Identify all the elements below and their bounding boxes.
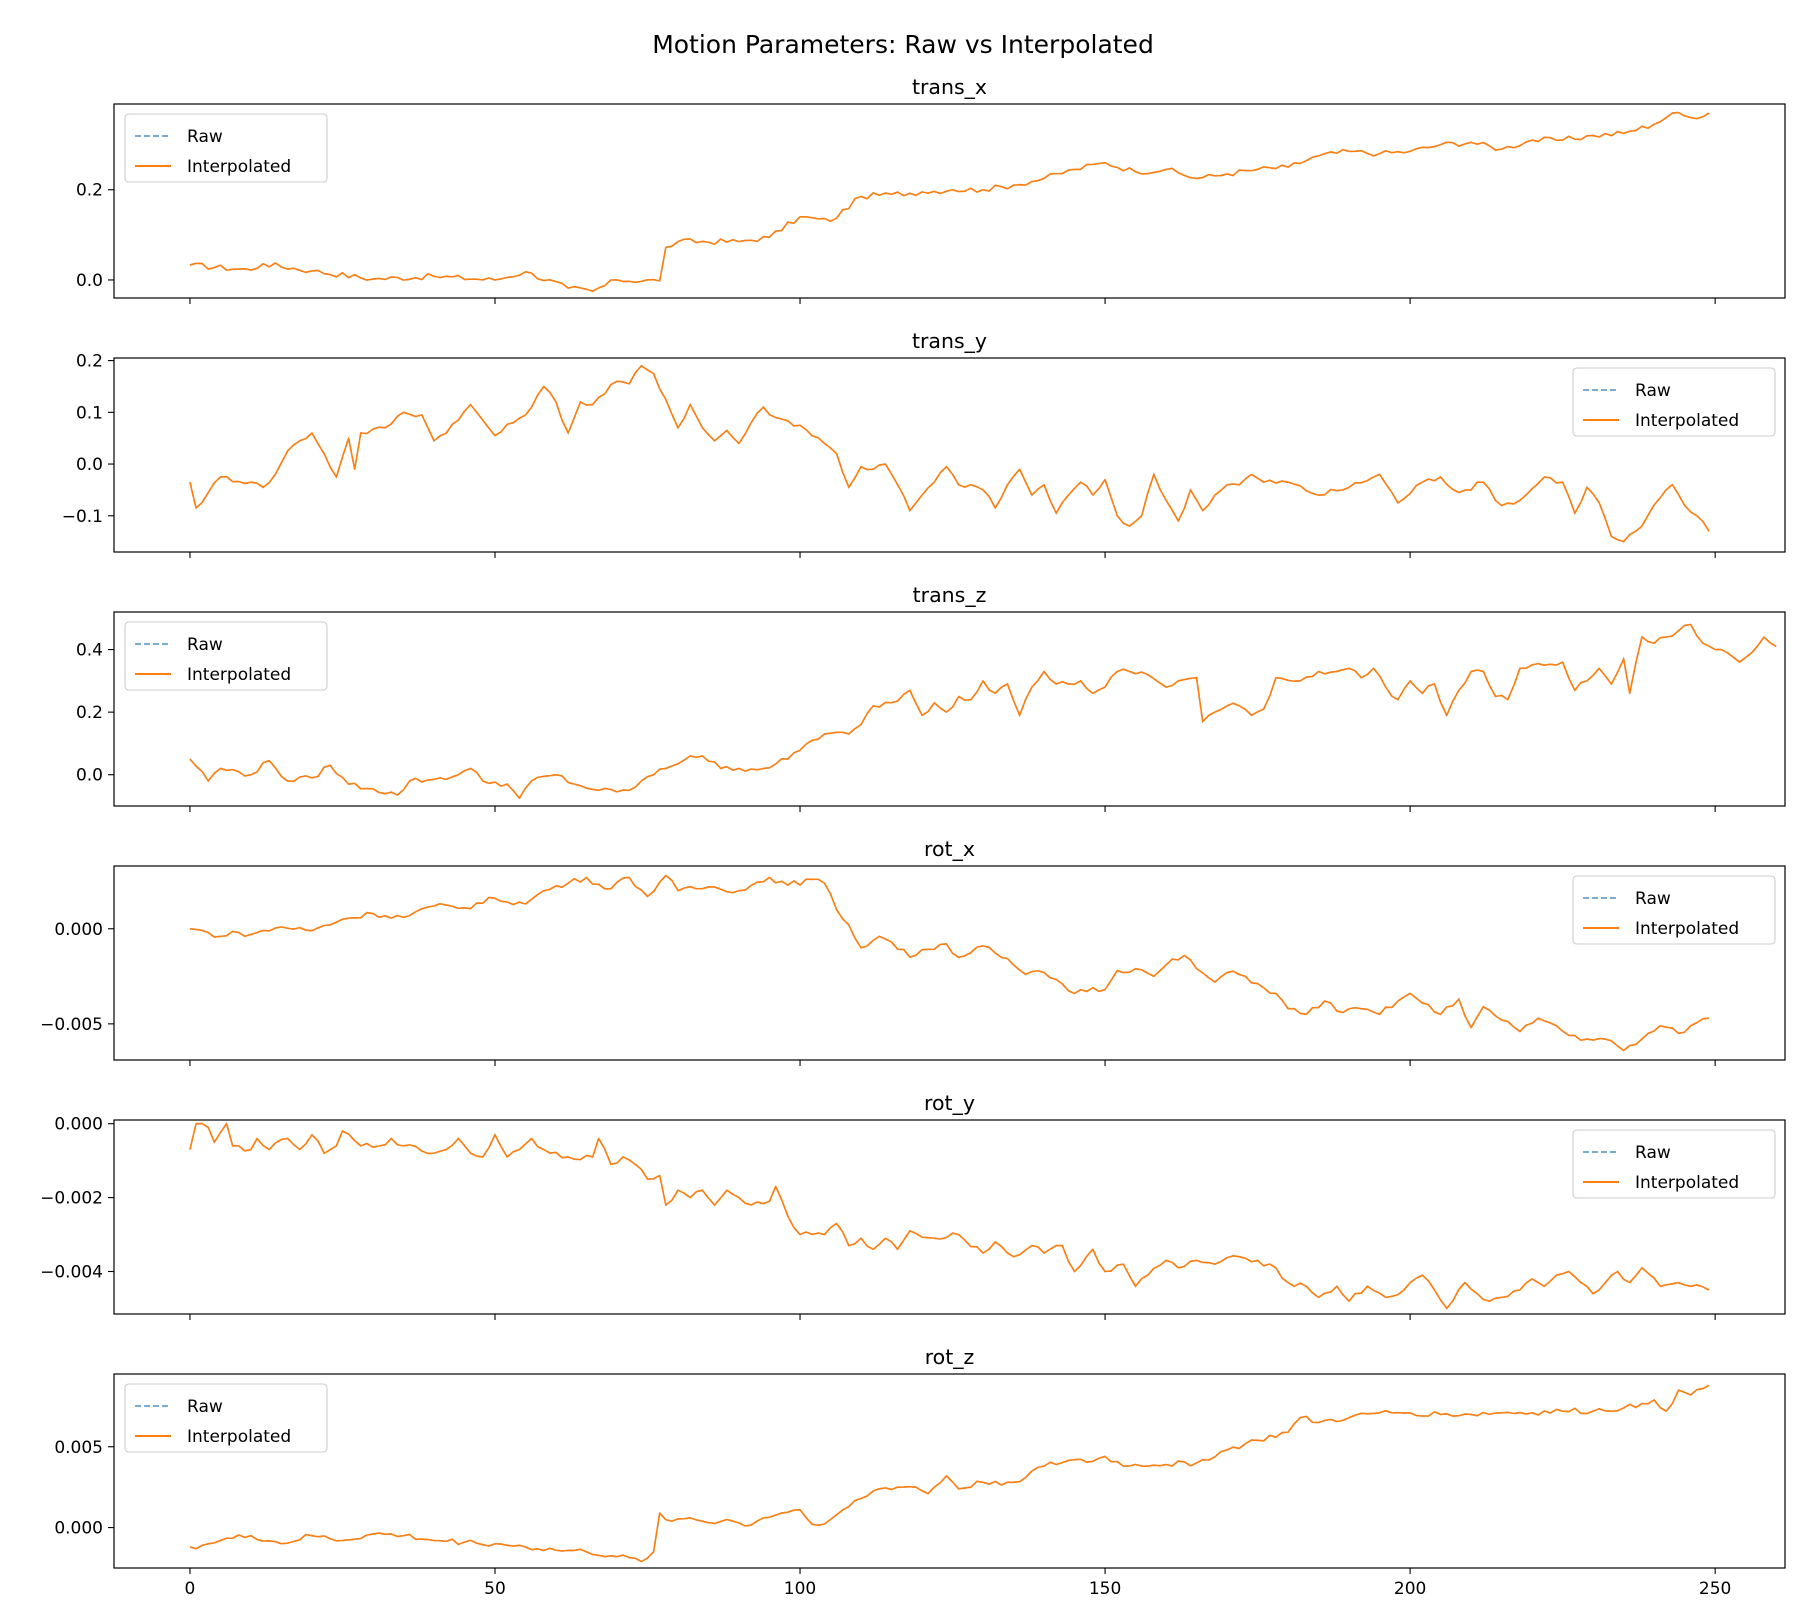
legend-label-interpolated: Interpolated	[187, 157, 291, 177]
series-line-raw	[189, 1121, 1710, 1310]
legend-label-raw: Raw	[1635, 1143, 1671, 1163]
legend-box	[124, 113, 328, 183]
legend-box	[1572, 875, 1776, 945]
legend-label-interpolated: Interpolated	[187, 665, 291, 685]
y-tick-label: 0.0	[76, 766, 103, 786]
legend-box	[1572, 1129, 1776, 1199]
legend-label-raw: Raw	[1635, 889, 1671, 909]
subplot-rot-z: rot_z 0.000 0.005 0 50 100 150 200 250 Raw Interpo…	[54, 1345, 1786, 1599]
subplot-rot-x: rot_x 0.000 −0.005 Raw Interpolated	[40, 837, 1786, 1066]
x-tick-label: 0	[185, 1579, 196, 1599]
x-tick-label: 100	[784, 1579, 816, 1599]
subplot-title: rot_y	[924, 1091, 975, 1116]
axes-frame	[113, 611, 1786, 807]
legend-label-raw: Raw	[187, 635, 223, 655]
y-tick-label: 0.000	[54, 920, 103, 940]
series-line-raw	[189, 1384, 1710, 1563]
legend-label-interpolated: Interpolated	[1635, 919, 1739, 939]
legend: Raw Interpolated	[1572, 367, 1776, 437]
legend-label-interpolated: Interpolated	[1635, 411, 1739, 431]
y-tick-label: 0.2	[76, 181, 103, 201]
y-tick-label: −0.004	[40, 1263, 103, 1283]
subplot-trans-x: trans_x 0.0 0.2 Raw Interpolated	[76, 75, 1786, 304]
y-tick-label: 0.0	[76, 455, 103, 475]
series-line-raw	[189, 111, 1710, 293]
legend-label-raw: Raw	[187, 1397, 223, 1417]
y-tick-label: 0.000	[54, 1519, 103, 1539]
legend-box	[124, 621, 328, 691]
legend: Raw Interpolated	[124, 1383, 328, 1453]
subplot-title: trans_x	[912, 75, 987, 100]
series-line-interpolated	[189, 364, 1710, 543]
subplot-title: trans_z	[913, 583, 987, 608]
legend: Raw Interpolated	[1572, 875, 1776, 945]
y-tick-label: 0.0	[76, 271, 103, 291]
y-tick-label: −0.005	[40, 1015, 103, 1035]
y-tick-label: −0.002	[40, 1189, 103, 1209]
subplot-title: rot_z	[925, 1345, 975, 1370]
subplot-rot-y: rot_y 0.000 −0.002 −0.004 Raw Interpolated	[40, 1091, 1786, 1320]
axes-frame	[113, 1119, 1786, 1315]
series-line-interpolated	[189, 874, 1710, 1052]
y-tick-label: 0.2	[76, 703, 103, 723]
legend-label-raw: Raw	[1635, 381, 1671, 401]
subplot-title: trans_y	[912, 329, 987, 354]
x-tick-label: 150	[1089, 1579, 1121, 1599]
subplot-trans-y: trans_y −0.1 0.0 0.1 0.2 Raw Interpolated	[62, 329, 1786, 558]
legend: Raw Interpolated	[124, 113, 328, 183]
series-line-interpolated	[189, 111, 1710, 293]
series-line-raw	[189, 874, 1710, 1052]
subplot-title: rot_x	[924, 837, 975, 862]
x-tick-label: 250	[1699, 1579, 1731, 1599]
series-line-interpolated	[189, 1384, 1710, 1563]
legend-label-raw: Raw	[187, 127, 223, 147]
x-tick-label: 200	[1394, 1579, 1426, 1599]
y-tick-label: 0.4	[76, 641, 103, 661]
series-line-interpolated	[189, 1122, 1710, 1310]
legend: Raw Interpolated	[1572, 1129, 1776, 1199]
axes-frame	[113, 1373, 1786, 1569]
axes-frame	[113, 357, 1786, 553]
y-tick-label: 0.1	[76, 403, 103, 423]
axes-frame	[113, 103, 1786, 299]
legend-box	[1572, 367, 1776, 437]
y-tick-label: 0.000	[54, 1115, 103, 1135]
legend-box	[124, 1383, 328, 1453]
series-line-raw	[189, 364, 1710, 543]
series-line-interpolated	[189, 623, 1777, 799]
y-tick-label: −0.1	[62, 507, 103, 527]
subplot-trans-z: trans_z 0.0 0.2 0.4 Raw Interpolated	[76, 583, 1786, 812]
series-line-raw	[189, 623, 1777, 800]
y-tick-label: 0.005	[54, 1438, 103, 1458]
figure-title: Motion Parameters: Raw vs Interpolated	[652, 30, 1154, 59]
legend: Raw Interpolated	[124, 621, 328, 691]
y-tick-label: 0.2	[76, 352, 103, 372]
legend-label-interpolated: Interpolated	[187, 1427, 291, 1447]
axes-frame	[113, 865, 1786, 1061]
legend-label-interpolated: Interpolated	[1635, 1173, 1739, 1193]
x-tick-label: 50	[484, 1579, 506, 1599]
